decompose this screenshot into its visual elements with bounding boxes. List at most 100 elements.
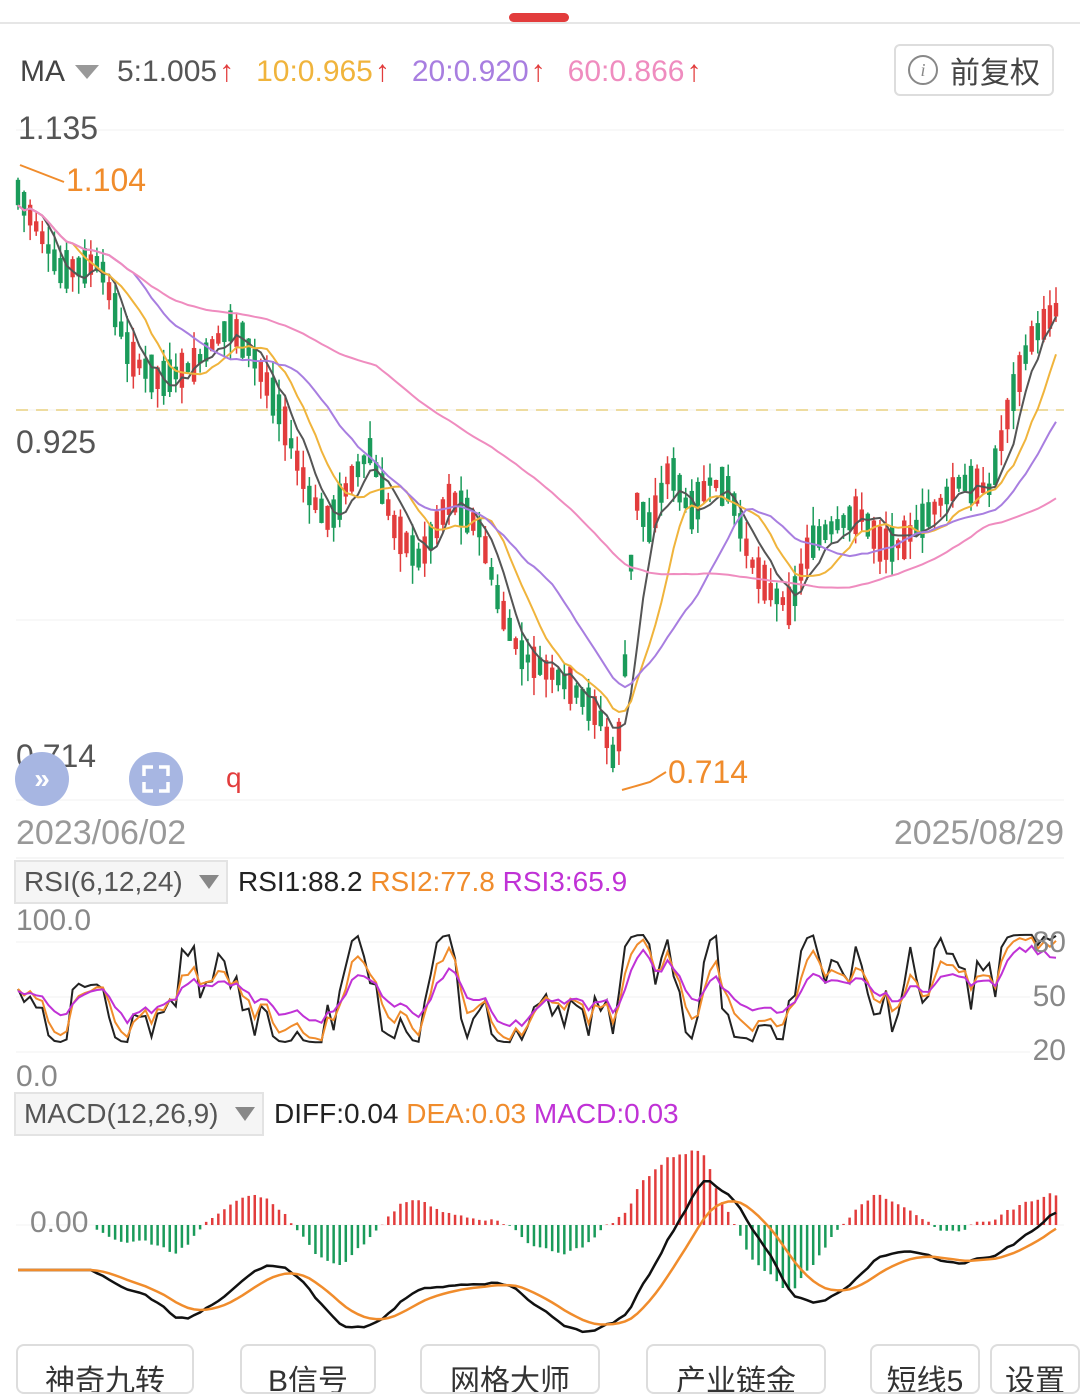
up-arrow-icon: ↑: [686, 55, 702, 88]
candle-body: [732, 493, 737, 516]
candle-body: [556, 669, 561, 686]
rsi-level-50: 50: [1032, 980, 1066, 1013]
candle-body: [586, 687, 591, 721]
candle-body: [792, 576, 798, 607]
candle-body: [216, 333, 221, 344]
candle-body: [337, 483, 342, 520]
candle-body: [58, 258, 63, 284]
candle-body: [768, 583, 773, 601]
candle-body: [149, 354, 154, 393]
candle-body: [313, 497, 318, 510]
candle-body: [610, 744, 616, 769]
tab-magic-nine[interactable]: 神奇九转: [16, 1344, 194, 1394]
candle-body: [774, 588, 779, 605]
candle-body: [452, 492, 458, 513]
rsi-selector-label: RSI(6,12,24): [24, 866, 183, 897]
double-chevron-icon: »: [34, 763, 50, 794]
candle-body: [987, 483, 992, 495]
candle-body: [228, 310, 233, 342]
candle-body: [185, 363, 191, 373]
candle-body: [883, 528, 889, 560]
candle-body: [495, 585, 500, 610]
candle-body: [568, 666, 573, 704]
ma20-line: [17, 204, 1057, 689]
candle-body: [367, 438, 373, 464]
candle-body: [829, 521, 834, 535]
candle-body: [118, 321, 124, 337]
candle-body: [258, 360, 264, 382]
candle-body: [40, 231, 45, 245]
candle-body: [562, 673, 567, 690]
candle-body: [908, 525, 913, 542]
candle-body: [926, 502, 931, 527]
macd-dea-value: DEA:0.03: [406, 1098, 527, 1129]
candle-body: [616, 721, 622, 752]
candle-body: [252, 348, 257, 369]
candle-body: [622, 654, 628, 677]
candle-body: [392, 514, 397, 539]
candle-body: [428, 524, 433, 551]
rsi3-value: RSI3:65.9: [502, 866, 628, 897]
candle-body: [276, 394, 282, 425]
tab-grid-master[interactable]: 网格大师: [420, 1344, 600, 1394]
candle-body: [695, 481, 701, 520]
ma10-value: 10:0.965 ↑: [256, 55, 390, 89]
tab-industry-chain-label: 产业链金: [676, 1365, 796, 1394]
candle-body: [343, 483, 348, 497]
candle-body: [647, 512, 652, 542]
candle-body: [125, 332, 130, 364]
candle-body: [167, 359, 172, 393]
candle-body: [738, 513, 743, 539]
candle-body: [543, 660, 549, 680]
up-arrow-icon: ↑: [219, 55, 235, 88]
ma-dropdown-icon[interactable]: [75, 65, 99, 79]
candle-body: [464, 497, 470, 533]
candle-body: [458, 490, 464, 528]
tab-short-term[interactable]: 短线5: [870, 1344, 980, 1394]
candle-body: [659, 482, 664, 503]
macd-diff-value: DIFF:0.04: [274, 1098, 399, 1129]
max-price-marker: 1.104: [66, 162, 147, 198]
candle-body: [361, 455, 367, 465]
fullscreen-button[interactable]: [129, 752, 183, 806]
candle-body: [416, 548, 421, 568]
macd-diff-line: [18, 1179, 1057, 1334]
ma-label: MA: [20, 55, 65, 88]
ma60-line: [17, 204, 1057, 589]
candle-body: [598, 710, 603, 727]
candle-body: [483, 536, 488, 564]
candle-body: [701, 481, 707, 502]
candle-body: [307, 485, 312, 506]
candle-body: [993, 448, 998, 486]
candle-body: [810, 525, 816, 558]
start-date: 2023/06/02: [16, 814, 187, 852]
macd-selector[interactable]: MACD(12,26,9): [14, 1092, 264, 1136]
rsi-level-80: 80: [1032, 926, 1066, 959]
rsi1-value: RSI1:88.2: [238, 866, 363, 897]
min-marker-line: [621, 771, 667, 791]
rsi-axis-bottom: 0.0: [16, 1060, 58, 1093]
price-adjust-button[interactable]: i 前复权: [894, 44, 1054, 96]
candle-body: [665, 463, 670, 485]
tab-b-signal[interactable]: B信号: [240, 1344, 376, 1394]
candle-body: [841, 515, 846, 528]
candle-body: [750, 559, 755, 568]
candle-body: [804, 537, 810, 569]
up-arrow-icon: ↑: [530, 55, 546, 88]
tab-settings[interactable]: 设置: [990, 1344, 1080, 1394]
candle-body: [707, 477, 713, 486]
rsi-selector[interactable]: RSI(6,12,24): [14, 860, 228, 904]
rsi1-line: [17, 933, 1057, 1044]
tab-industry-chain[interactable]: 产业链金: [646, 1344, 826, 1394]
fast-forward-button[interactable]: »: [15, 752, 69, 806]
drag-handle[interactable]: [509, 13, 569, 22]
candle-body: [331, 499, 336, 528]
price-high-label: 1.135: [18, 110, 99, 146]
candle-body: [580, 688, 585, 707]
macd-value: MACD:0.03: [533, 1098, 679, 1129]
candle-body: [877, 526, 883, 562]
candle-body: [155, 367, 160, 390]
candle-body: [501, 600, 506, 630]
candle-body: [270, 377, 276, 416]
